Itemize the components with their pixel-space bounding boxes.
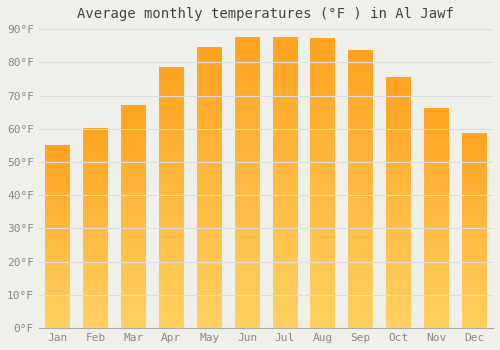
Title: Average monthly temperatures (°F ) in Al Jawf: Average monthly temperatures (°F ) in Al… (78, 7, 454, 21)
